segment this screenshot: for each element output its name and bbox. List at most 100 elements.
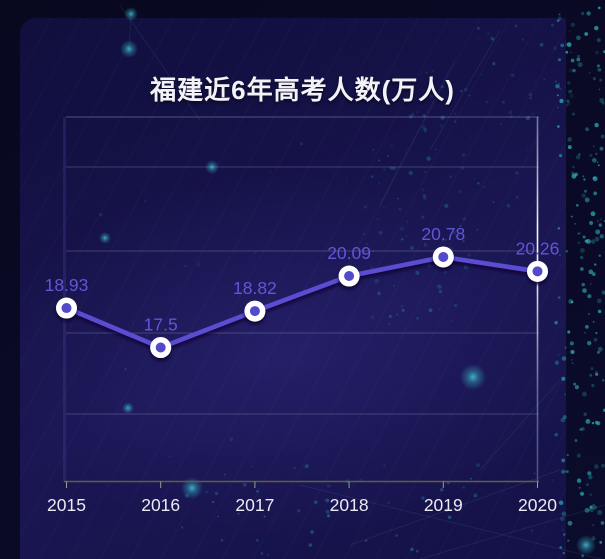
particle-dot	[596, 219, 600, 223]
particle-dot	[515, 195, 519, 199]
chart-title: 福建近6年高考人数(万人)	[150, 75, 455, 105]
particle-dot	[438, 307, 441, 310]
particle-dot	[480, 74, 482, 76]
particle-dot	[439, 123, 443, 128]
particle-dot	[364, 539, 368, 542]
particle-dot	[371, 175, 374, 178]
particle-dot	[581, 554, 585, 558]
particle-dot	[596, 350, 600, 354]
particle-dot	[467, 253, 471, 257]
particle-dot	[462, 239, 465, 243]
particle-dot	[587, 294, 592, 299]
diagonal-streaks-decoration	[20, 18, 566, 559]
marker-core	[532, 266, 543, 277]
data-point-label: 20.26	[516, 238, 560, 258]
particle-dot	[585, 325, 589, 329]
particle-dot	[533, 472, 536, 475]
particle-dot	[454, 120, 457, 123]
particle-dot	[370, 266, 374, 270]
particle-dot	[581, 391, 587, 397]
particle-dot	[557, 353, 560, 356]
glow-dot	[576, 535, 596, 555]
particle-dot	[596, 161, 599, 163]
particle-dot	[345, 177, 348, 180]
particle-dot	[565, 250, 569, 253]
particle-dot	[588, 475, 593, 480]
particle-dot	[527, 149, 529, 151]
particle-dot	[308, 343, 310, 346]
particle-dot	[578, 486, 581, 489]
particle-dot	[568, 299, 574, 304]
particle-dot	[582, 288, 587, 293]
particle-dot	[570, 215, 573, 218]
particle-dot	[428, 308, 433, 313]
particle-dot	[576, 57, 581, 62]
particle-dot	[594, 25, 599, 31]
particle-dot	[433, 94, 436, 97]
particle-dot	[400, 305, 404, 308]
data-point-marker[interactable]	[56, 297, 77, 319]
constellation-line	[419, 504, 605, 559]
particle-dot	[447, 103, 449, 105]
particle-dot	[577, 241, 580, 244]
particle-dot	[566, 453, 569, 457]
data-point-marker[interactable]	[244, 300, 266, 322]
particle-dot	[561, 376, 566, 381]
particle-dot	[580, 427, 585, 431]
data-point-label: 20.09	[327, 243, 371, 263]
particle-dot	[579, 248, 585, 253]
constellation-line	[379, 59, 456, 206]
chart-card	[20, 18, 566, 559]
particle-dot	[599, 146, 604, 151]
particle-dot	[599, 78, 603, 82]
particle-dot	[598, 223, 602, 227]
data-point-marker[interactable]	[527, 260, 548, 282]
data-point-label: 20.78	[421, 224, 465, 244]
particle-dot	[256, 490, 259, 493]
particle-dot	[554, 432, 558, 437]
particle-dot	[531, 112, 535, 116]
particle-dot	[559, 254, 561, 257]
particle-dot	[554, 80, 558, 83]
data-point-marker[interactable]	[150, 337, 172, 358]
particle-dot	[596, 421, 601, 426]
particle-dot	[595, 229, 601, 235]
particle-dot	[426, 156, 431, 161]
particle-dot	[557, 125, 560, 128]
particle-dot	[460, 90, 463, 93]
particle-dot	[592, 505, 598, 510]
particle-dot	[442, 240, 444, 242]
particle-dot	[220, 539, 224, 542]
particle-dot	[583, 412, 587, 416]
particle-dot	[567, 81, 571, 85]
particle-dot	[582, 235, 586, 239]
particle-dot	[292, 466, 296, 470]
particle-dot	[583, 331, 586, 334]
particle-dot	[592, 524, 595, 527]
particle-dot	[598, 88, 601, 91]
particle-dot	[408, 170, 413, 176]
data-point-marker[interactable]	[432, 246, 454, 268]
particle-dot	[597, 67, 602, 72]
particle-dot	[570, 349, 575, 355]
particle-dot	[577, 232, 580, 235]
data-point-marker[interactable]	[338, 265, 360, 287]
particle-dot	[421, 496, 425, 500]
particle-dot	[591, 383, 595, 388]
particle-dot	[558, 82, 560, 85]
particle-dot	[424, 170, 427, 174]
particle-dot	[571, 362, 574, 364]
particle-dot	[592, 320, 595, 323]
particle-dot	[260, 552, 264, 555]
particle-dot	[408, 97, 412, 101]
particle-dot	[491, 38, 495, 41]
glow-dot	[122, 402, 134, 414]
particle-dot	[363, 205, 368, 209]
particle-dot	[554, 360, 560, 365]
marker-core	[61, 303, 72, 314]
particle-dot	[579, 491, 585, 496]
particle-dot	[574, 439, 578, 442]
particle-dot	[556, 94, 559, 97]
x-axis-label: 2018	[330, 495, 369, 515]
particle-dot	[400, 238, 404, 241]
